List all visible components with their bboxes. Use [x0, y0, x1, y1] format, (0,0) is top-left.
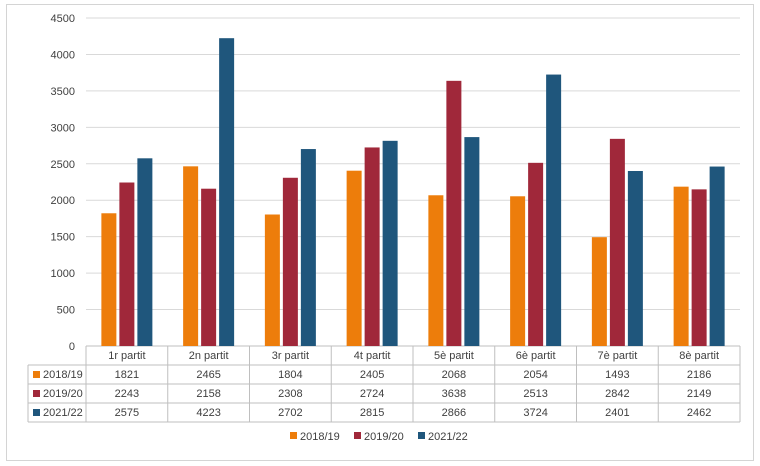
category-label: 6è partit [516, 350, 556, 362]
table-value: 2401 [605, 407, 629, 419]
table-value: 2243 [115, 388, 139, 400]
y-tick-label: 4000 [51, 49, 75, 61]
table-value: 1804 [278, 369, 302, 381]
table-value: 2866 [442, 407, 466, 419]
y-tick-label: 2000 [51, 195, 75, 207]
legend-key [418, 432, 425, 439]
table-legend-key [33, 409, 40, 416]
bar [101, 213, 117, 346]
legend-label: 2021/22 [428, 431, 468, 443]
bar [591, 237, 607, 346]
table-value: 2054 [523, 369, 547, 381]
bar [264, 214, 280, 346]
table-value: 2068 [442, 369, 466, 381]
table-value: 3724 [523, 407, 547, 419]
bar [219, 38, 235, 347]
table-value: 2702 [278, 407, 302, 419]
y-tick-label: 3500 [51, 86, 75, 98]
table-value: 2158 [196, 388, 220, 400]
chart-frame [6, 4, 754, 461]
table-value: 2575 [115, 407, 139, 419]
bar [464, 137, 480, 346]
table-value: 2465 [196, 369, 220, 381]
table-value: 1821 [115, 369, 139, 381]
table-series-label: 2018/19 [43, 369, 83, 381]
y-tick-label: 1000 [51, 268, 75, 280]
bar [364, 147, 380, 346]
y-tick-label: 0 [69, 341, 75, 353]
legend-label: 2019/20 [364, 431, 404, 443]
table-value: 2513 [523, 388, 547, 400]
bar [282, 177, 298, 346]
bar [300, 149, 316, 346]
table-value: 2405 [360, 369, 384, 381]
bar [528, 162, 544, 346]
category-label: 5è partit [434, 350, 474, 362]
bar [673, 186, 689, 346]
table-series-label: 2019/20 [43, 388, 83, 400]
bar [201, 188, 217, 346]
y-tick-label: 4500 [51, 13, 75, 25]
bar [382, 140, 398, 346]
category-label: 1r partit [108, 350, 145, 362]
bar [627, 170, 643, 346]
bar [709, 166, 725, 346]
category-label: 7è partit [598, 350, 638, 362]
y-tick-label: 1500 [51, 232, 75, 244]
table-legend-key [33, 390, 40, 397]
table-value: 3638 [442, 388, 466, 400]
y-tick-label: 500 [57, 305, 75, 317]
category-label: 8è partit [679, 350, 719, 362]
bar [183, 166, 199, 346]
category-label: 4t partit [354, 350, 391, 362]
bar [546, 74, 562, 347]
legend-key [290, 432, 297, 439]
legend-key [354, 432, 361, 439]
bar [510, 196, 526, 346]
y-tick-label: 2500 [51, 159, 75, 171]
category-label: 2n partit [189, 350, 229, 362]
table-series-label: 2021/22 [43, 407, 83, 419]
bar [119, 182, 135, 346]
table-legend-key [33, 371, 40, 378]
bar [691, 189, 707, 346]
table-value: 2842 [605, 388, 629, 400]
y-tick-label: 3000 [51, 122, 75, 134]
table-value: 2724 [360, 388, 384, 400]
bar [137, 158, 153, 346]
bar [346, 170, 362, 346]
bar [609, 138, 625, 346]
table-value: 4223 [196, 407, 220, 419]
table-value: 2149 [687, 388, 711, 400]
bar [428, 195, 444, 346]
table-value: 2462 [687, 407, 711, 419]
table-value: 2308 [278, 388, 302, 400]
category-label: 3r partit [272, 350, 309, 362]
table-value: 1493 [605, 369, 629, 381]
bar [446, 80, 462, 346]
legend-label: 2018/19 [300, 431, 340, 443]
table-value: 2186 [687, 369, 711, 381]
table-value: 2815 [360, 407, 384, 419]
